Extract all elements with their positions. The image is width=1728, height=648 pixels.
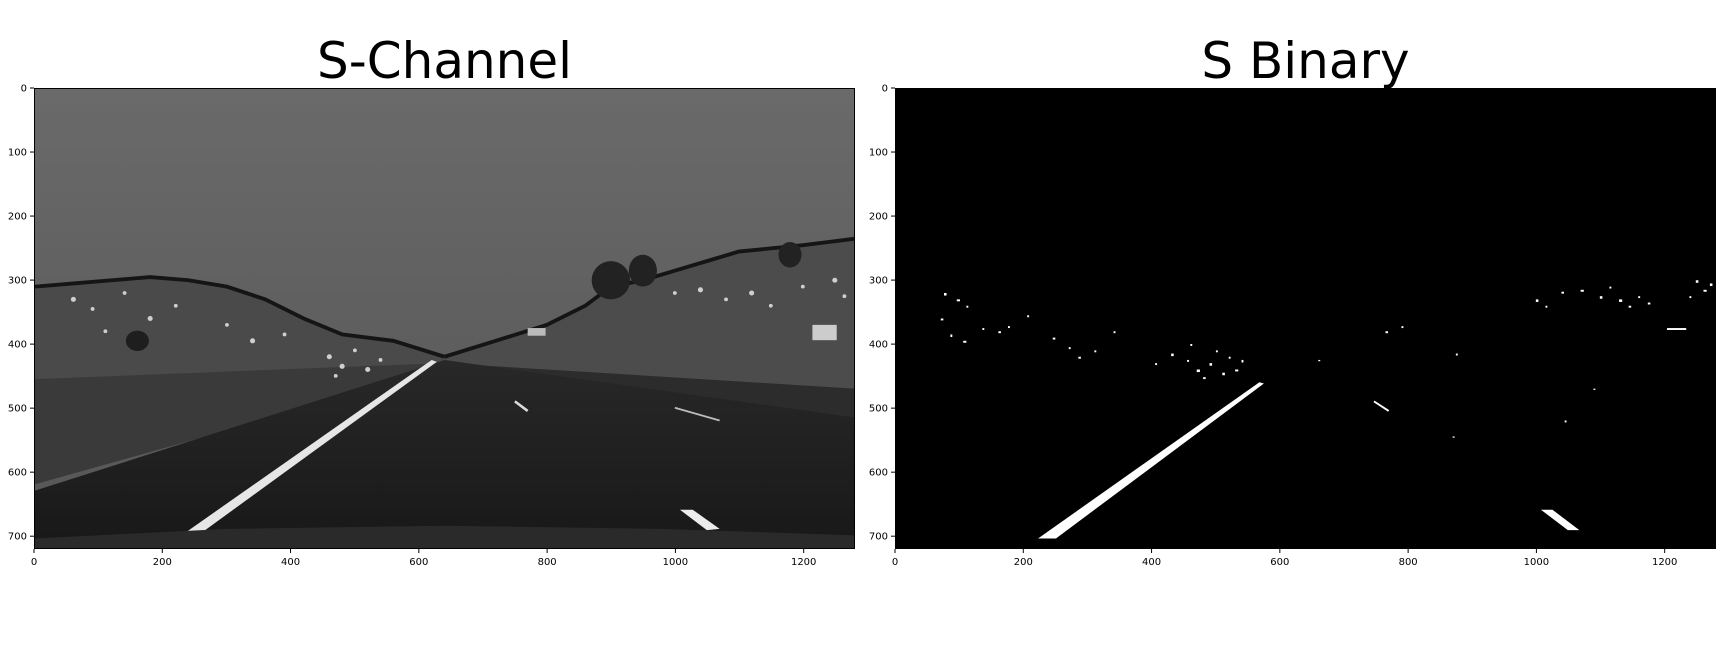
road-sign — [527, 328, 546, 336]
left-lane-line — [1038, 382, 1264, 539]
x-tick-label: 1000 — [663, 557, 688, 568]
y-tick-label: 200 — [8, 212, 27, 223]
y-tick-label: 500 — [8, 404, 27, 415]
right-panel-title: S Binary — [1201, 32, 1410, 90]
y-tick-label: 300 — [869, 276, 888, 287]
tree-cluster — [125, 330, 149, 352]
right-hill-ridge — [443, 236, 854, 359]
x-tick-label: 1200 — [791, 557, 816, 568]
right-lane-dash — [1540, 509, 1580, 531]
x-tick-label: 800 — [538, 557, 557, 568]
binary-background — [896, 89, 1715, 548]
y-tick-label: 600 — [8, 468, 27, 479]
x-tick-label: 1000 — [1524, 557, 1549, 568]
s-binary-image — [895, 88, 1716, 549]
x-tick-label: 400 — [1142, 557, 1161, 568]
y-tick-label: 500 — [869, 404, 888, 415]
left-panel-title: S-Channel — [316, 32, 573, 90]
x-tick-label: 0 — [892, 557, 898, 568]
left-hill-ridge — [35, 275, 446, 359]
x-tick-label: 600 — [1270, 557, 1289, 568]
right-lane-dash — [674, 406, 720, 422]
right-lane-dash — [1373, 400, 1390, 412]
tree-cluster — [591, 261, 631, 300]
road-sign — [812, 324, 837, 341]
y-tick-label: 300 — [8, 276, 27, 287]
y-tick-label: 0 — [21, 84, 27, 95]
left-hill — [35, 277, 445, 383]
x-tick-label: 0 — [31, 557, 37, 568]
binary-speckle — [940, 280, 1713, 438]
x-tick-label: 1200 — [1652, 557, 1677, 568]
y-tick-label: 600 — [869, 468, 888, 479]
y-tick-label: 400 — [869, 340, 888, 351]
right-hill — [444, 238, 854, 389]
x-tick-label: 200 — [1014, 557, 1033, 568]
y-tick-label: 200 — [869, 212, 888, 223]
foreground-hood — [35, 525, 854, 548]
right-lane-dash — [514, 400, 529, 412]
left-lane-line — [177, 359, 437, 539]
y-tick-label: 400 — [8, 340, 27, 351]
y-tick-label: 0 — [882, 84, 888, 95]
tree-cluster — [628, 254, 657, 287]
x-tick-label: 400 — [281, 557, 300, 568]
tree-cluster — [778, 242, 802, 268]
right-lane-dash — [679, 509, 720, 531]
x-tick-label: 800 — [1399, 557, 1418, 568]
y-tick-label: 700 — [869, 532, 888, 543]
x-tick-label: 200 — [153, 557, 172, 568]
x-tick-label: 600 — [409, 557, 428, 568]
y-tick-label: 100 — [8, 148, 27, 159]
y-tick-label: 100 — [869, 148, 888, 159]
y-tick-label: 700 — [8, 532, 27, 543]
s-channel-image — [34, 88, 855, 549]
vegetation-speckle — [70, 277, 847, 378]
